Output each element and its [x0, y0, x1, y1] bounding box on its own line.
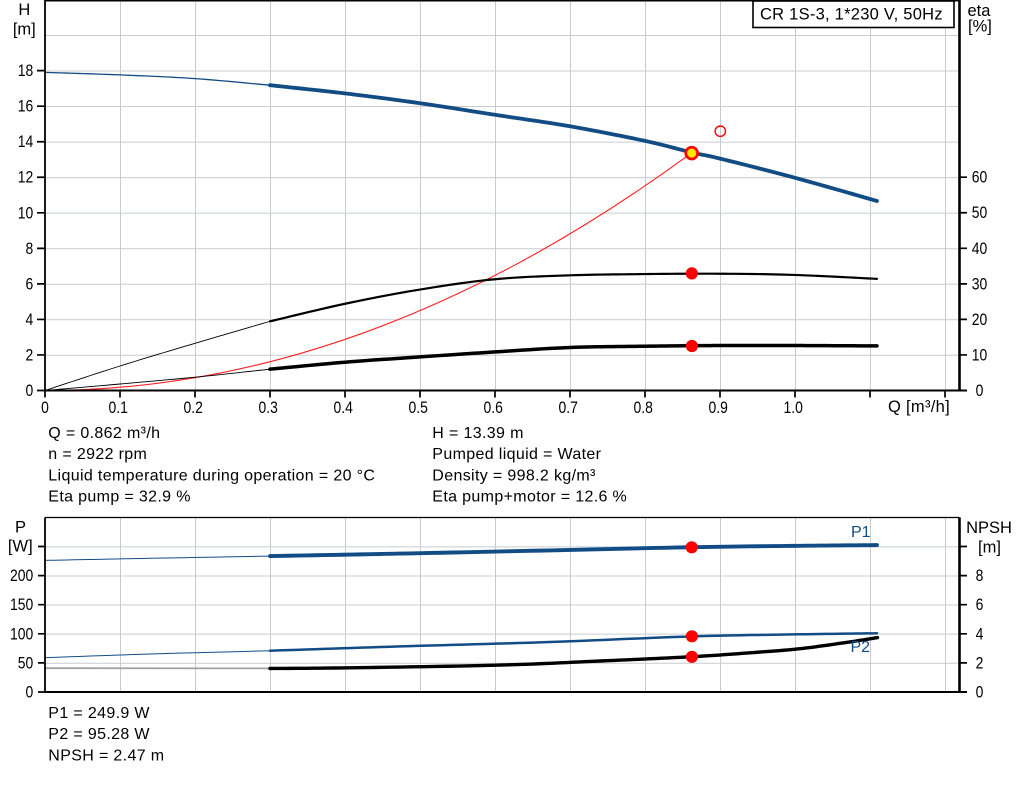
svg-text:0.7: 0.7 [559, 399, 578, 418]
svg-text:8: 8 [25, 240, 33, 259]
svg-text:Q [m³/h]: Q [m³/h] [888, 398, 950, 416]
svg-text:0: 0 [976, 683, 984, 702]
svg-text:0: 0 [41, 399, 49, 418]
svg-text:H: H [18, 1, 30, 19]
svg-text:[W]: [W] [8, 537, 33, 555]
svg-text:100: 100 [10, 625, 34, 644]
svg-text:[m]: [m] [978, 539, 1001, 557]
svg-text:1.0: 1.0 [784, 399, 804, 418]
svg-text:30: 30 [972, 275, 988, 294]
svg-text:0.8: 0.8 [634, 399, 653, 418]
svg-text:CR 1S-3, 1*230 V, 50Hz: CR 1S-3, 1*230 V, 50Hz [760, 6, 943, 24]
svg-text:Eta pump+motor = 12.6 %: Eta pump+motor = 12.6 % [432, 489, 627, 506]
svg-text:12: 12 [18, 169, 33, 188]
svg-text:0.3: 0.3 [259, 399, 278, 418]
svg-text:0.4: 0.4 [334, 399, 354, 418]
svg-text:18: 18 [18, 62, 33, 81]
svg-text:150: 150 [10, 596, 34, 615]
svg-text:0.6: 0.6 [484, 399, 503, 418]
svg-text:Liquid temperature during oper: Liquid temperature during operation = 20… [48, 467, 375, 484]
svg-text:Q = 0.862 m³/h: Q = 0.862 m³/h [48, 425, 160, 442]
svg-text:0.5: 0.5 [409, 399, 428, 418]
svg-text:6: 6 [976, 596, 984, 615]
svg-text:2: 2 [25, 346, 33, 365]
svg-text:6: 6 [25, 275, 33, 294]
svg-text:4: 4 [976, 625, 984, 644]
svg-text:50: 50 [972, 204, 988, 223]
svg-text:10: 10 [18, 204, 34, 223]
svg-text:0: 0 [25, 683, 33, 702]
svg-text:50: 50 [18, 654, 34, 673]
svg-text:60: 60 [972, 168, 988, 187]
svg-text:n = 2922 rpm: n = 2922 rpm [48, 446, 147, 463]
svg-text:0.9: 0.9 [709, 399, 728, 418]
svg-text:Density = 998.2 kg/m³: Density = 998.2 kg/m³ [432, 467, 596, 484]
svg-text:16: 16 [18, 97, 33, 116]
svg-text:20: 20 [972, 311, 988, 330]
svg-text:Pumped liquid = Water: Pumped liquid = Water [432, 446, 601, 463]
svg-text:P2 = 95.28 W: P2 = 95.28 W [48, 726, 150, 743]
svg-text:4: 4 [25, 311, 33, 330]
svg-text:NPSH = 2.47 m: NPSH = 2.47 m [48, 747, 164, 764]
svg-text:0.2: 0.2 [184, 399, 203, 418]
svg-text:0: 0 [25, 382, 33, 401]
svg-text:Eta pump = 32.9 %: Eta pump = 32.9 % [48, 489, 190, 506]
svg-text:14: 14 [18, 133, 34, 152]
svg-text:40: 40 [972, 240, 988, 259]
svg-text:[m]: [m] [13, 20, 36, 38]
svg-text:P1: P1 [851, 524, 871, 541]
svg-text:10: 10 [972, 346, 988, 365]
svg-text:200: 200 [10, 567, 34, 586]
svg-text:H = 13.39 m: H = 13.39 m [432, 425, 523, 442]
svg-text:P: P [15, 519, 26, 537]
svg-text:0.1: 0.1 [109, 399, 128, 418]
svg-text:0: 0 [976, 382, 984, 401]
svg-text:NPSH: NPSH [966, 519, 1012, 537]
svg-text:8: 8 [976, 567, 984, 586]
svg-text:2: 2 [976, 654, 984, 673]
svg-text:[%]: [%] [968, 18, 992, 36]
svg-text:P1 = 249.9 W: P1 = 249.9 W [48, 705, 150, 722]
svg-text:P2: P2 [851, 639, 871, 656]
